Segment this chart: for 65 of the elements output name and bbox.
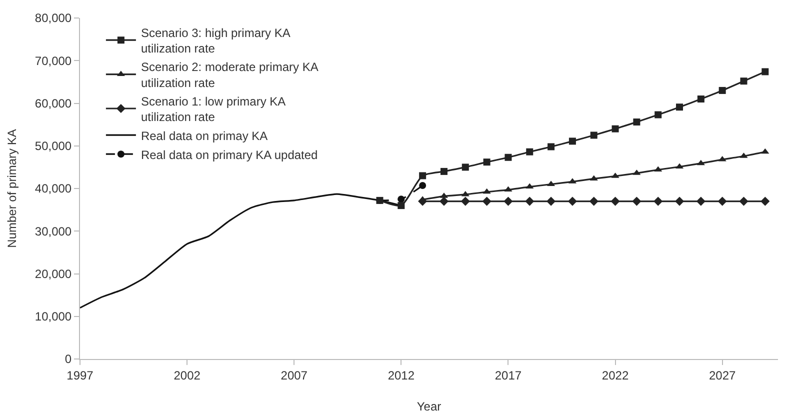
point: [482, 196, 492, 206]
point: [504, 186, 512, 192]
point: [760, 196, 770, 206]
point: [504, 154, 512, 161]
point: [589, 196, 598, 206]
point: [482, 188, 491, 194]
y-tick-label: 70,000: [34, 54, 72, 68]
point: [590, 132, 598, 139]
y-tick-label: 60,000: [34, 96, 72, 110]
x-tick-label: 2017: [494, 368, 522, 382]
y-tick-label: 40,000: [34, 182, 72, 196]
point: [612, 125, 619, 132]
y-tick-label: 80,000: [34, 11, 72, 26]
y-tick-label: 30,000: [34, 224, 72, 238]
point: [546, 196, 556, 206]
point: [548, 143, 555, 150]
point: [462, 164, 469, 171]
x-tick-label: 2007: [280, 368, 308, 382]
point: [654, 111, 662, 118]
point: [633, 118, 640, 126]
point: [398, 202, 405, 210]
legend-label: Scenario 2: moderate primary KA utilization rate: [140, 60, 318, 90]
point: [439, 196, 449, 206]
point: [654, 196, 663, 206]
x-tick-label: 2022: [602, 368, 629, 382]
point: [398, 196, 405, 203]
point: [718, 196, 727, 206]
point: [419, 182, 426, 190]
point: [526, 183, 534, 189]
point: [460, 196, 470, 206]
point: [483, 158, 490, 166]
point: [674, 196, 684, 206]
point: [525, 196, 534, 206]
point: [696, 196, 706, 206]
legend-label: Real data on primay KA: [140, 128, 268, 143]
point: [504, 196, 513, 206]
point: [419, 172, 426, 180]
point: [696, 160, 705, 166]
legend-label: Scenario 1: low primary KA utilization rate: [140, 94, 286, 124]
point: [632, 196, 642, 206]
point: [676, 104, 684, 111]
point: [526, 148, 534, 156]
point: [610, 196, 620, 206]
point: [440, 168, 448, 175]
y-axis-title: Number of primary KA: [5, 129, 20, 248]
point: [739, 196, 748, 206]
point: [461, 190, 470, 196]
y-tick-label: 20,000: [34, 266, 72, 281]
point: [740, 78, 748, 85]
point: [762, 68, 769, 76]
legend-label: Real data on primary KA updated: [140, 148, 318, 162]
y-tick-label: 0: [64, 352, 72, 366]
point: [697, 95, 704, 102]
point: [568, 196, 577, 206]
x-tick-label: 2002: [174, 368, 201, 382]
point: [568, 138, 576, 145]
x-tick-label: 2012: [388, 368, 415, 382]
x-axis-title: Year: [416, 399, 442, 414]
x-tick-label: 1997: [66, 368, 94, 382]
y-tick-label: 50,000: [34, 139, 72, 154]
y-tick-label: 10,000: [34, 310, 72, 324]
point: [718, 86, 726, 94]
x-tick-label: 2027: [708, 368, 736, 382]
legend-label: Scenario 3: high primary KA utilization rate: [140, 26, 290, 56]
point: [761, 148, 770, 154]
